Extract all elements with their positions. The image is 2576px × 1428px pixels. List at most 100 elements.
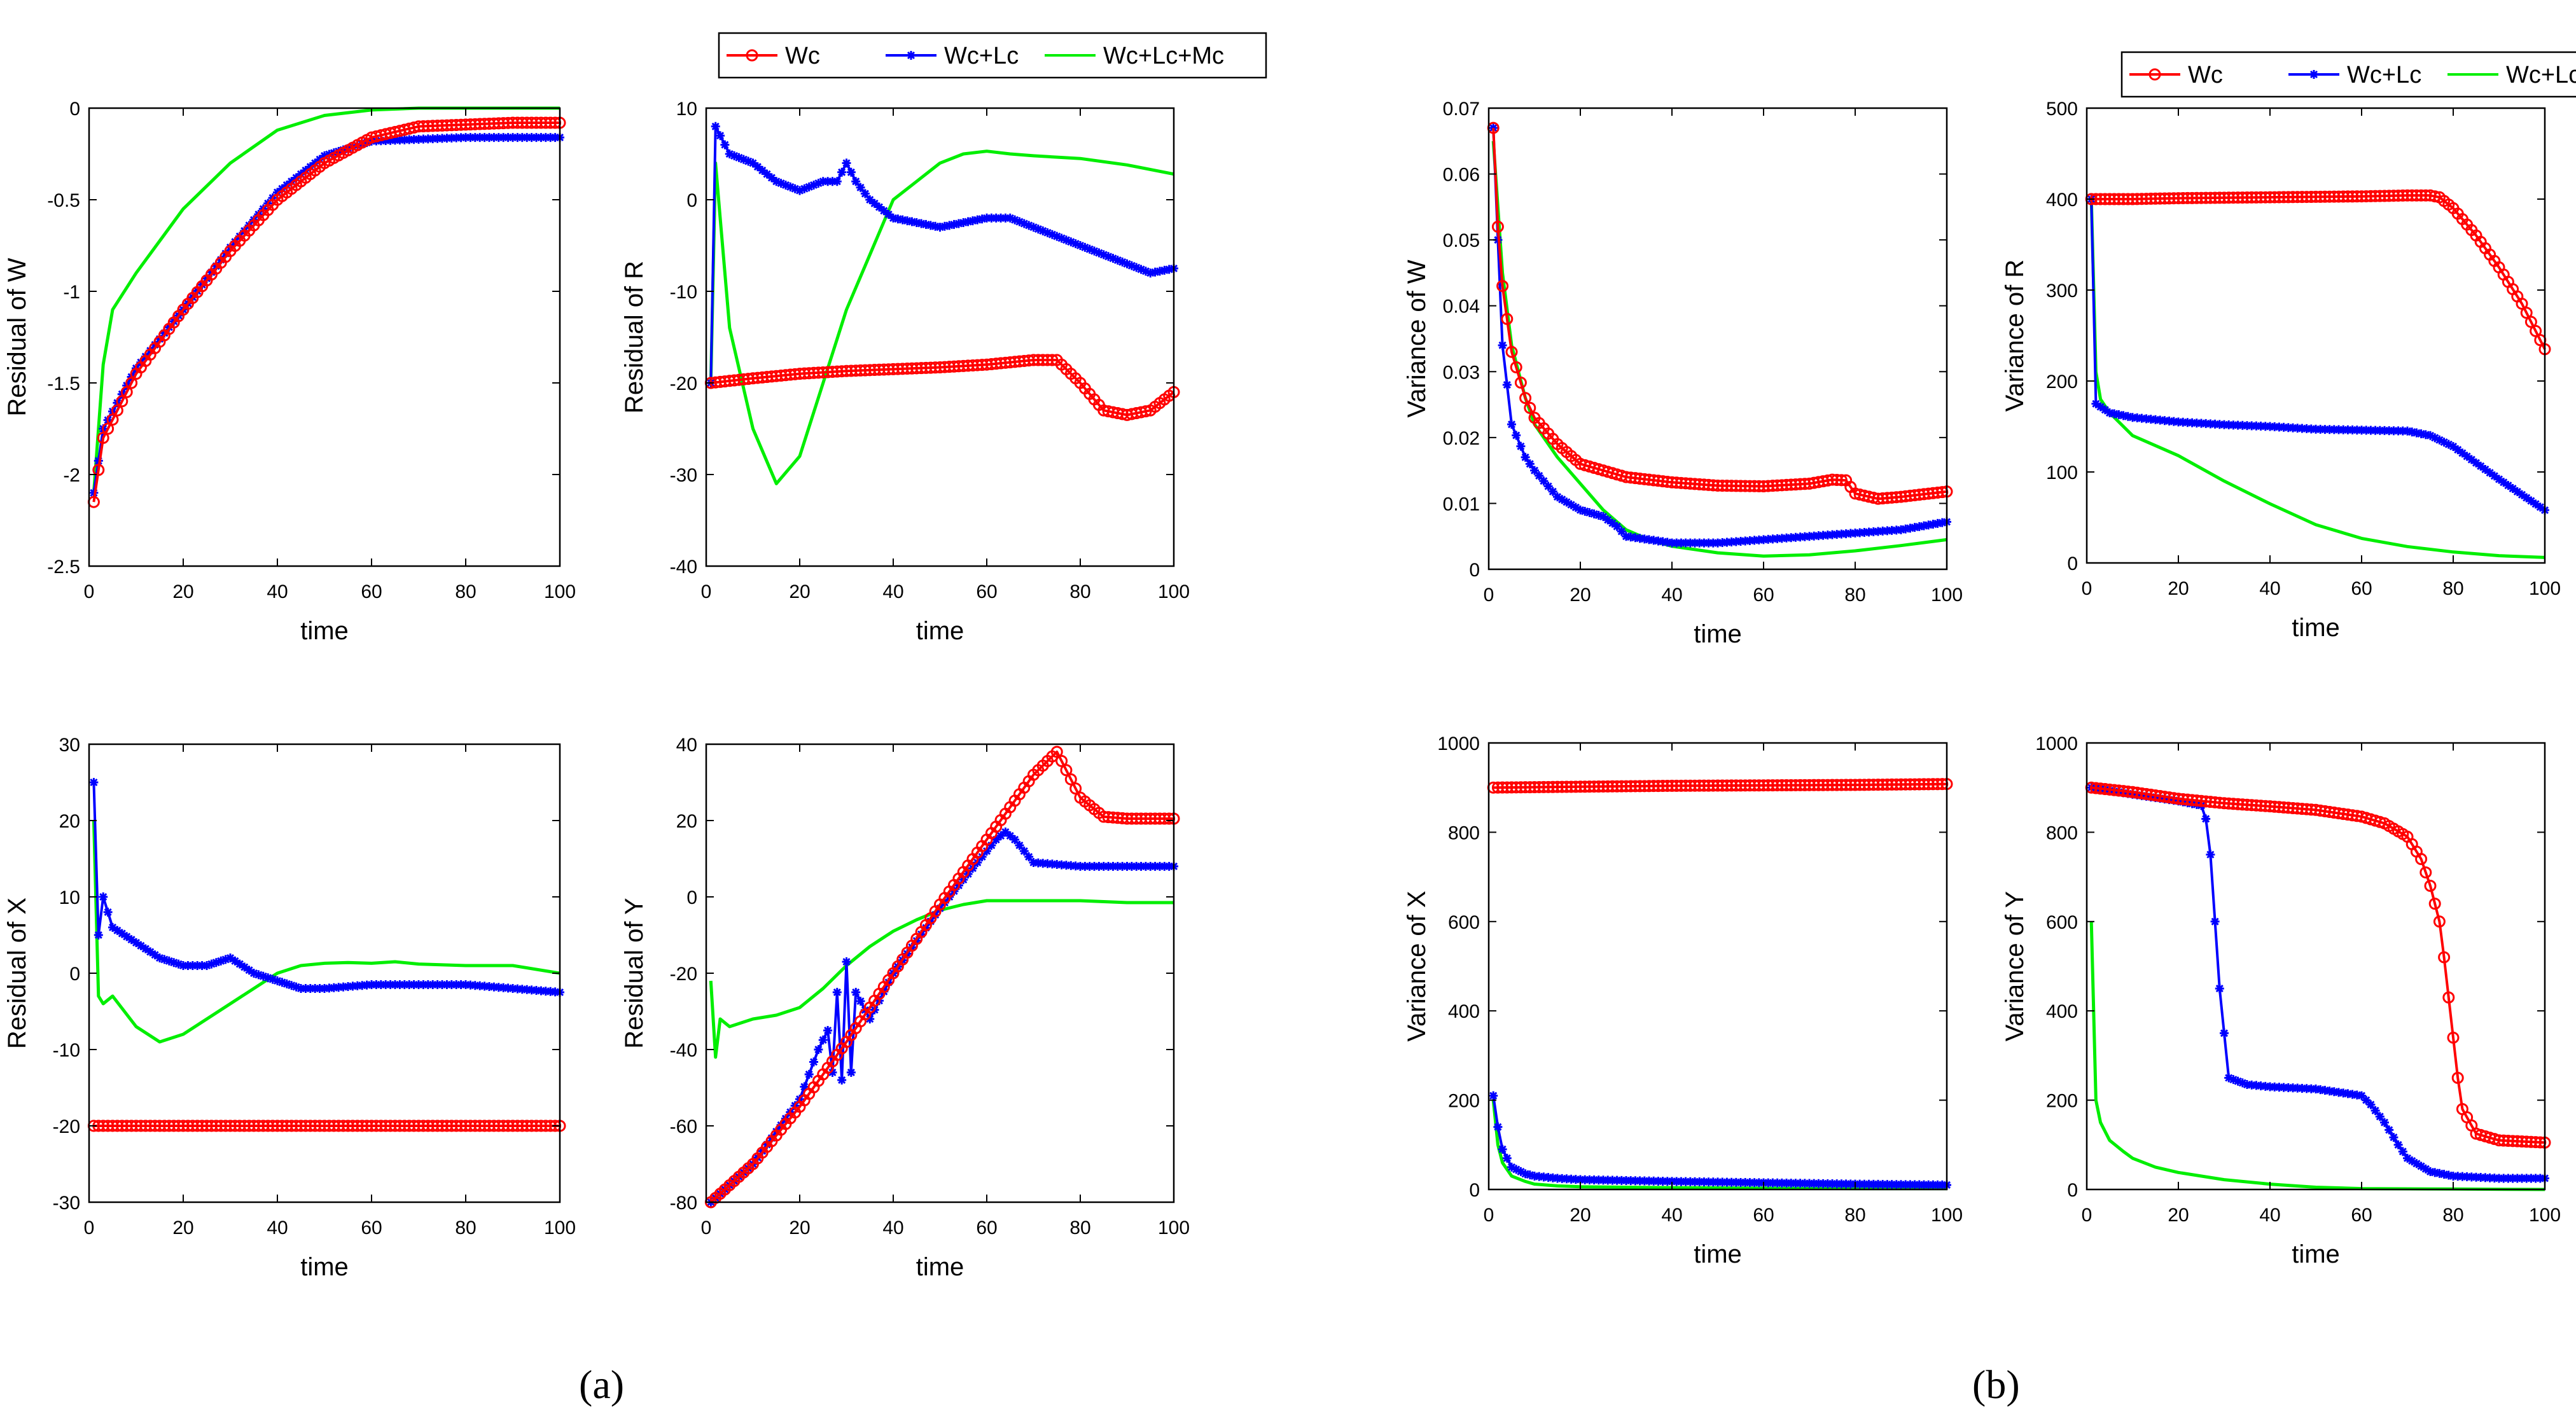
data-point — [1702, 478, 1715, 491]
data-point — [1697, 779, 1710, 792]
data-point — [2309, 70, 2318, 79]
data-point — [1055, 754, 1068, 767]
data-point — [2451, 1072, 2464, 1084]
data-point — [1872, 779, 1884, 791]
data-point — [982, 847, 991, 856]
data-point — [2341, 190, 2354, 203]
data-point — [973, 215, 982, 225]
data-point — [273, 976, 282, 985]
data-point — [1695, 1177, 1704, 1186]
data-point — [1713, 538, 1722, 548]
x-tick-label: 60 — [361, 581, 382, 602]
data-point — [1727, 537, 1736, 547]
legend-entry: Wc+Lc+Mc — [1045, 43, 1224, 69]
data-point — [1890, 778, 1903, 791]
data-point — [1122, 259, 1132, 268]
data-point — [2123, 412, 2133, 421]
data-point — [1690, 1177, 1699, 1186]
data-point — [991, 835, 1001, 844]
data-point — [828, 177, 837, 186]
y-tick-label: 10 — [676, 99, 697, 120]
data-point — [1730, 480, 1743, 492]
data-point — [1672, 1177, 1681, 1186]
data-point — [2428, 898, 2441, 910]
data-point — [2241, 191, 2253, 204]
data-point — [2467, 455, 2476, 464]
x-axis-label: time — [2292, 614, 2340, 642]
data-point — [1001, 213, 1010, 223]
data-point — [1693, 779, 1706, 792]
data-point — [2103, 193, 2116, 205]
data-point — [2133, 413, 2142, 422]
data-point — [2320, 425, 2330, 434]
data-point — [2096, 402, 2105, 412]
data-point — [1578, 780, 1591, 793]
data-point — [2485, 1173, 2495, 1182]
data-point — [1869, 527, 1878, 536]
data-point — [1786, 533, 1796, 543]
data-point — [2380, 426, 2389, 435]
data-point — [1652, 780, 1664, 793]
data-point — [828, 1068, 837, 1077]
data-point — [1099, 862, 1108, 871]
data-point — [2183, 418, 2192, 427]
y-axis-label: Variance of W — [1403, 260, 1431, 417]
data-point — [1118, 862, 1127, 871]
series-layer — [1487, 778, 1953, 1191]
data-point — [1754, 535, 1764, 544]
data-point — [1716, 779, 1729, 792]
data-point — [1690, 538, 1699, 548]
data-point — [1727, 1177, 1736, 1187]
data-point — [2218, 797, 2231, 810]
data-point — [2520, 1135, 2533, 1148]
y-tick-label: -1.5 — [47, 373, 80, 394]
data-point — [1897, 1180, 1905, 1189]
data-point — [503, 983, 513, 993]
data-point — [1136, 265, 1146, 274]
x-tick-label: 0 — [1484, 585, 1494, 606]
y-tick-label: 0 — [2067, 1180, 2078, 1201]
data-point — [2383, 190, 2395, 202]
data-point — [1104, 252, 1113, 261]
data-point — [1512, 1165, 1521, 1174]
data-point — [1670, 779, 1683, 792]
x-tick-label: 100 — [1158, 581, 1190, 602]
data-point — [2426, 431, 2435, 440]
data-point — [1576, 1175, 1585, 1184]
data-point — [2222, 797, 2235, 810]
data-point — [2362, 1095, 2371, 1105]
y-tick-label: -40 — [670, 1040, 697, 1061]
data-point — [884, 978, 893, 987]
y-tick-label: -80 — [670, 1193, 697, 1214]
data-point — [2114, 410, 2124, 419]
data-point — [1922, 778, 1935, 791]
y-tick-label: -30 — [53, 1193, 80, 1214]
data-point — [1830, 779, 1843, 791]
data-point — [1647, 780, 1660, 793]
data-point — [2325, 1086, 2334, 1096]
data-point — [1891, 1180, 1901, 1189]
data-point — [2332, 190, 2345, 203]
y-tick-label: -2.5 — [47, 557, 80, 578]
data-point — [2531, 499, 2540, 509]
data-point — [1090, 246, 1099, 256]
data-point — [2481, 1173, 2490, 1182]
data-point — [438, 980, 447, 989]
data-point — [1910, 523, 1919, 532]
data-point — [2243, 1080, 2252, 1090]
data-point — [2435, 435, 2444, 445]
data-point — [1606, 780, 1619, 793]
data-point — [419, 980, 428, 989]
data-point — [1800, 1179, 1809, 1188]
data-point — [1507, 420, 1516, 429]
data-point — [1066, 861, 1076, 870]
data-point — [2348, 1090, 2357, 1099]
data-point — [2416, 429, 2426, 438]
data-point — [1501, 781, 1514, 794]
data-point — [1844, 779, 1857, 791]
data-point — [2481, 464, 2490, 474]
data-point — [1589, 510, 1599, 518]
data-point — [1823, 530, 1832, 540]
data-point — [2508, 484, 2517, 494]
data-point — [1498, 1144, 1507, 1154]
